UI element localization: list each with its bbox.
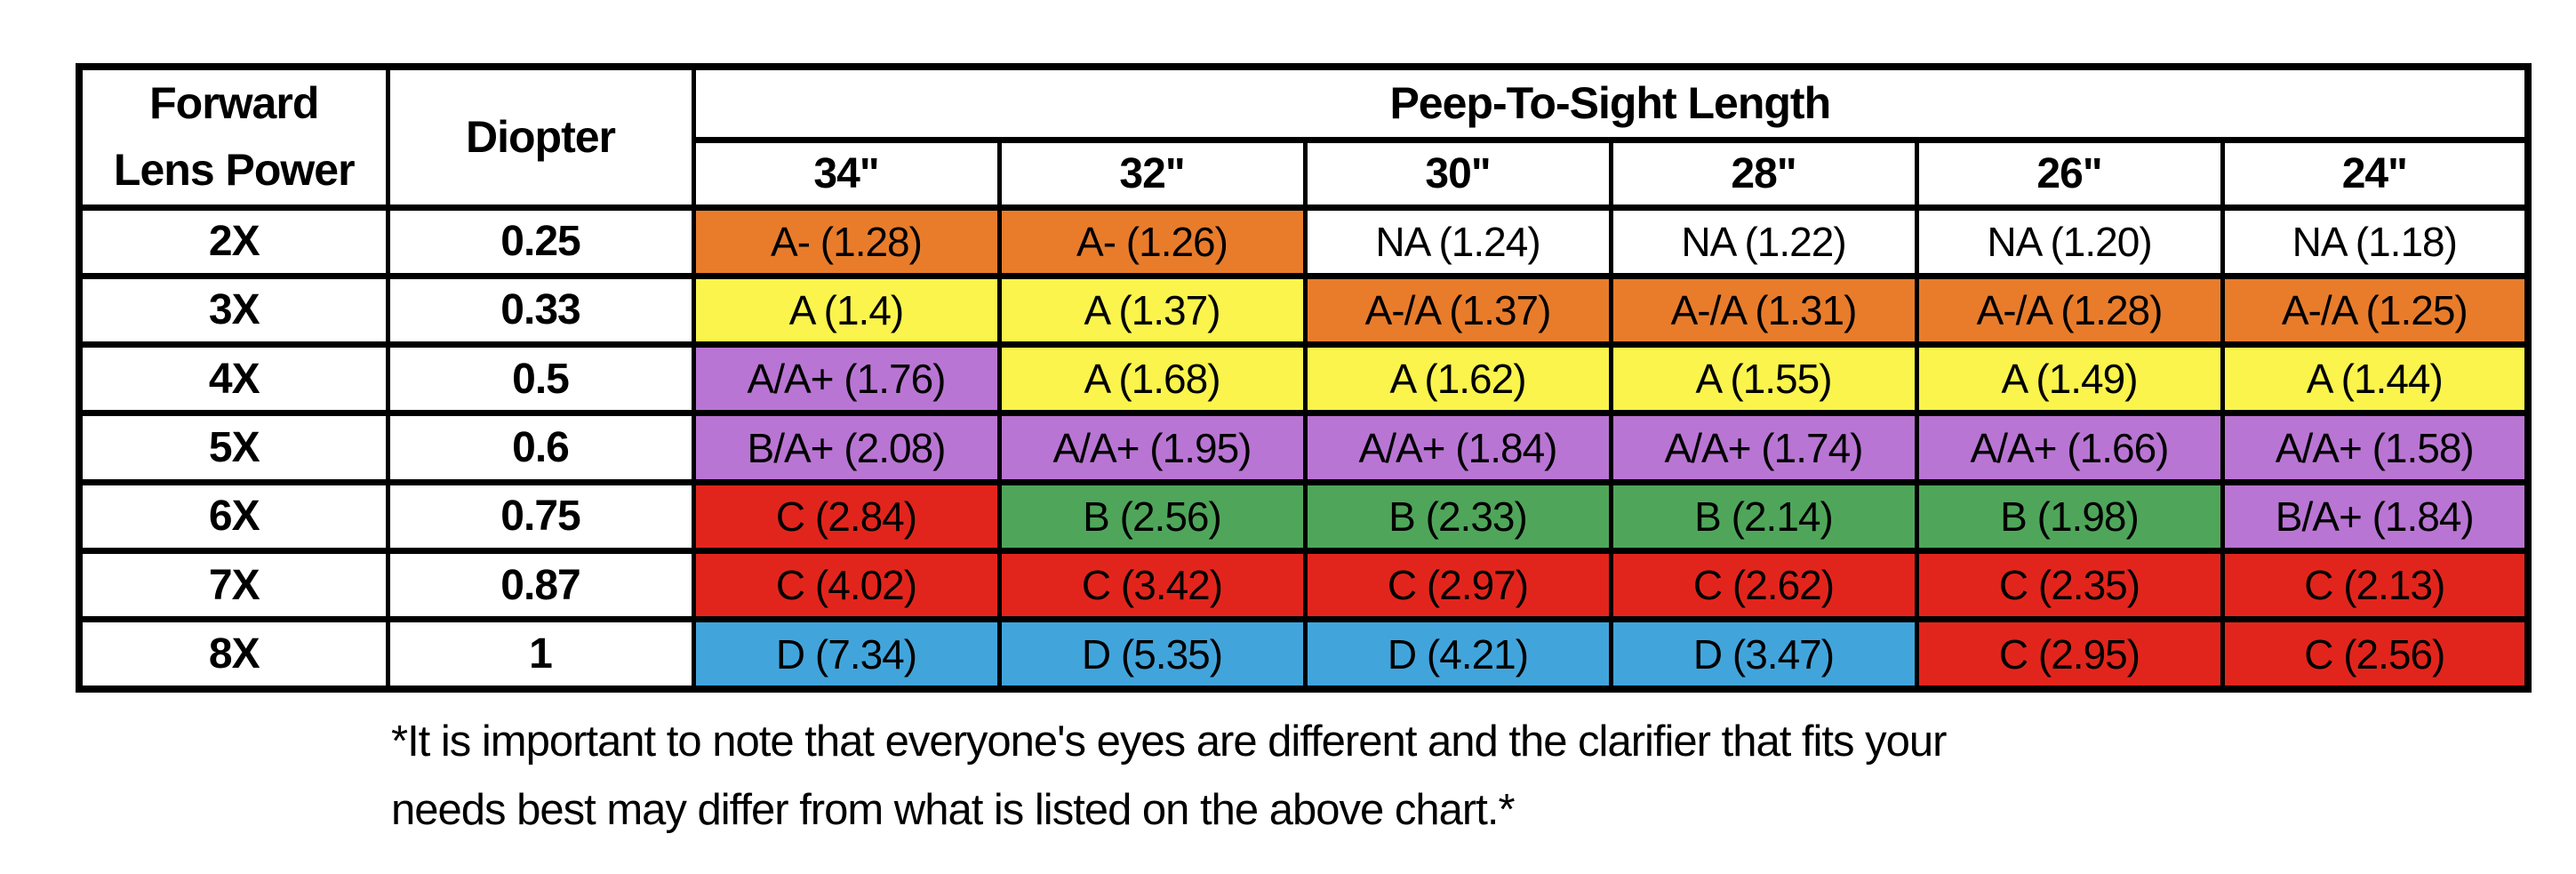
- grade-cell: NA (1.24): [1302, 204, 1613, 279]
- table-row: 8X 1 D (7.34) D (5.35) D (4.21) D (3.47) C (2.…: [76, 616, 2531, 693]
- header-length: 32": [996, 136, 1308, 211]
- grade-cell: D (7.34): [691, 616, 1002, 693]
- table-row: 6X 0.75 C (2.84) B (2.56) B (2.33) B (2.14) B …: [76, 478, 2531, 555]
- grade-cell: C (2.35): [1914, 548, 2225, 623]
- grade-cell: A/A+ (1.84): [1302, 410, 1613, 485]
- header-length: 26": [1914, 136, 2225, 211]
- diopter-cell: 1: [385, 616, 696, 693]
- diopter-cell: 0.6: [385, 410, 696, 485]
- grade-cell: A (1.62): [1302, 341, 1613, 417]
- grade-cell: D (4.21): [1302, 616, 1613, 693]
- grade-cell: NA (1.18): [2220, 204, 2531, 279]
- header-diopter: Diopter: [385, 63, 696, 211]
- power-cell: 2X: [76, 204, 390, 279]
- grade-cell: B/A+ (1.84): [2220, 478, 2531, 555]
- header-forward-lens-power-line1: Forward: [149, 78, 319, 129]
- power-cell: 4X: [76, 341, 390, 417]
- grade-cell: NA (1.20): [1914, 204, 2225, 279]
- header-length: 24": [2220, 136, 2531, 211]
- power-cell: 3X: [76, 272, 390, 349]
- table-header: Forward Lens Power Diopter Peep-To-Sight…: [76, 63, 2531, 211]
- group-header-row: Forward Lens Power Diopter Peep-To-Sight…: [76, 63, 2531, 211]
- header-length: 28": [1608, 136, 1919, 211]
- grade-cell: A/A+ (1.58): [2220, 410, 2531, 485]
- grade-cell: C (2.13): [2220, 548, 2531, 623]
- power-cell: 8X: [76, 616, 390, 693]
- header-forward-lens-power-line2: Lens Power: [113, 145, 356, 196]
- footnote-line: *It is important to note that everyone's…: [391, 718, 1947, 766]
- table-row: 3X 0.33 A (1.4) A (1.37) A-/A (1.37) A-/A (1.…: [76, 272, 2531, 349]
- grade-cell: B/A+ (2.08): [691, 410, 1002, 485]
- header-peep-to-sight-length: Peep-To-Sight Length: [691, 63, 2531, 143]
- header-length: 34": [691, 136, 1002, 211]
- power-cell: 6X: [76, 478, 390, 555]
- grade-cell: A/A+ (1.66): [1914, 410, 2225, 485]
- grade-cell: A (1.4): [691, 272, 1002, 349]
- table-row: 7X 0.87 C (4.02) C (3.42) C (2.97) C (2.62) C …: [76, 548, 2531, 623]
- grade-cell: A- (1.28): [691, 204, 1002, 279]
- table-row: 5X 0.6 B/A+ (2.08) A/A+ (1.95) A/A+ (1.84) A/…: [76, 410, 2531, 485]
- grade-cell: A- (1.26): [996, 204, 1308, 279]
- grade-cell: A (1.37): [996, 272, 1308, 349]
- footnote: *It is important to note that everyone's…: [391, 708, 1947, 845]
- grade-cell: A (1.68): [996, 341, 1308, 417]
- footnote-line: needs best may differ from what is liste…: [391, 786, 1516, 834]
- grade-cell: A/A+ (1.95): [996, 410, 1308, 485]
- header-length: 30": [1302, 136, 1613, 211]
- grade-cell: A-/A (1.28): [1914, 272, 2225, 349]
- length-header-row: 34" 32" 30" 28" 26" 24": [79, 136, 2531, 211]
- grade-cell: C (2.97): [1302, 548, 1613, 623]
- power-cell: 5X: [76, 410, 390, 485]
- grade-cell: C (4.02): [691, 548, 1002, 623]
- table-body: 2X 0.25 A- (1.28) A- (1.26) NA (1.24) NA (1.2…: [76, 204, 2531, 693]
- diopter-cell: 0.75: [385, 478, 696, 555]
- diopter-cell: 0.87: [385, 548, 696, 623]
- grade-cell: C (2.56): [2220, 616, 2531, 693]
- grade-cell: A/A+ (1.74): [1608, 410, 1919, 485]
- grade-cell: C (3.42): [996, 548, 1308, 623]
- grade-cell: B (1.98): [1914, 478, 2225, 555]
- power-cell: 7X: [76, 548, 390, 623]
- diopter-cell: 0.33: [385, 272, 696, 349]
- grade-cell: A (1.44): [2220, 341, 2531, 417]
- grade-cell: D (3.47): [1608, 616, 1919, 693]
- grade-cell: D (5.35): [996, 616, 1308, 693]
- table-row: 2X 0.25 A- (1.28) A- (1.26) NA (1.24) NA (1.2…: [76, 204, 2531, 279]
- diopter-cell: 0.5: [385, 341, 696, 417]
- grade-cell: A (1.49): [1914, 341, 2225, 417]
- clarifier-chart-table: Forward Lens Power Diopter Peep-To-Sight…: [76, 63, 2532, 693]
- grade-cell: A-/A (1.25): [2220, 272, 2531, 349]
- grade-cell: C (2.95): [1914, 616, 2225, 693]
- grade-cell: NA (1.22): [1608, 204, 1919, 279]
- grade-cell: A (1.55): [1608, 341, 1919, 417]
- grade-cell: A-/A (1.37): [1302, 272, 1613, 349]
- diopter-cell: 0.25: [385, 204, 696, 279]
- header-forward-lens-power: Forward Lens Power: [76, 63, 390, 211]
- grade-cell: A/A+ (1.76): [691, 341, 1002, 417]
- table-row: 4X 0.5 A/A+ (1.76) A (1.68) A (1.62) A (1.55)…: [76, 341, 2531, 417]
- grade-cell: C (2.62): [1608, 548, 1919, 623]
- grade-cell: B (2.14): [1608, 478, 1919, 555]
- grade-cell: C (2.84): [691, 478, 1002, 555]
- grade-cell: A-/A (1.31): [1608, 272, 1919, 349]
- grade-cell: B (2.33): [1302, 478, 1613, 555]
- grade-cell: B (2.56): [996, 478, 1308, 555]
